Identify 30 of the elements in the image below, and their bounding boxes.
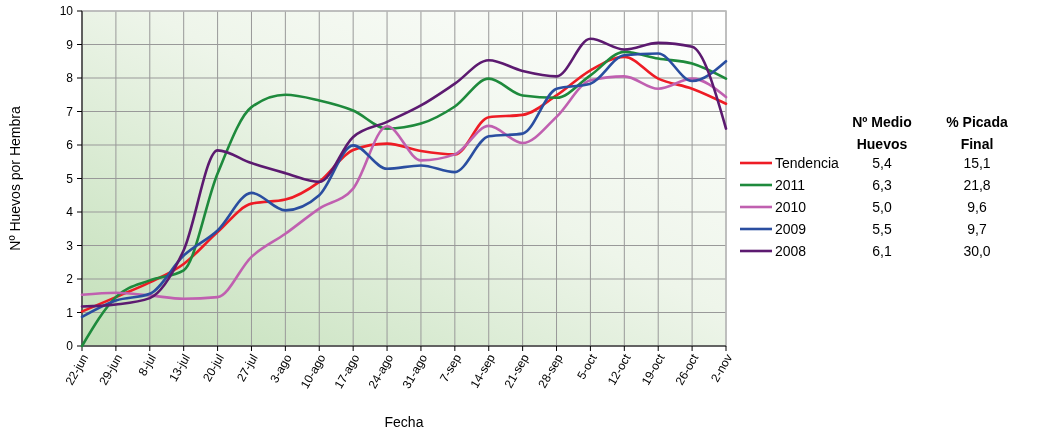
text: 15,1 bbox=[963, 154, 991, 171]
text: 21,8 bbox=[963, 176, 991, 193]
y-tick-label: 8 bbox=[66, 71, 74, 86]
text: 5,0 bbox=[872, 198, 892, 215]
y-axis-title: Nº Huevos por Hembra bbox=[7, 106, 23, 251]
y-tick-label: 1 bbox=[66, 305, 74, 320]
legend-label: 2010 bbox=[775, 198, 807, 215]
text: 30,0 bbox=[963, 242, 991, 259]
text: Nº Medio Huevos bbox=[852, 113, 912, 152]
text: 9,6 bbox=[967, 198, 987, 215]
y-tick-label: 10 bbox=[59, 4, 74, 19]
legend-label: 2009 bbox=[775, 220, 807, 237]
text: 5,4 bbox=[872, 154, 892, 171]
y-tick-label: 6 bbox=[66, 138, 74, 153]
legend-label: 2008 bbox=[775, 242, 807, 259]
x-axis-title: Fecha bbox=[384, 414, 424, 430]
y-tick-label: 7 bbox=[66, 104, 74, 119]
text: % Picada Final bbox=[946, 113, 1008, 152]
text: 9,7 bbox=[967, 220, 987, 237]
y-tick-label: 0 bbox=[66, 339, 74, 354]
y-tick-label: 2 bbox=[66, 272, 74, 287]
text: 6,1 bbox=[872, 242, 892, 259]
y-tick-label: 5 bbox=[66, 171, 74, 186]
y-tick-label: 3 bbox=[66, 238, 74, 253]
legend-label: 2011 bbox=[775, 176, 806, 193]
text: 5,5 bbox=[872, 220, 892, 237]
legend-label: Tendencia bbox=[775, 154, 840, 171]
y-tick-label: 9 bbox=[66, 37, 74, 52]
y-tick-label: 4 bbox=[66, 205, 74, 220]
text: 6,3 bbox=[872, 176, 892, 193]
